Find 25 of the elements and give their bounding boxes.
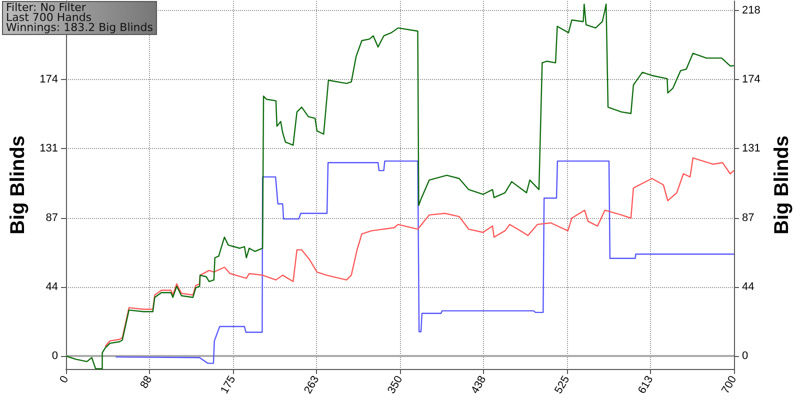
x-tick-label: 175 bbox=[218, 374, 238, 396]
y2-tick-label: 0 bbox=[742, 350, 748, 362]
x-tick-label: 88 bbox=[138, 374, 155, 391]
y-axis-title: Big Blinds bbox=[7, 136, 29, 234]
x-tick-label: 263 bbox=[302, 374, 322, 396]
y2-tick-label: 174 bbox=[742, 74, 760, 86]
x-tick-label: 438 bbox=[469, 374, 489, 396]
x-tick-label: 700 bbox=[720, 374, 740, 396]
y-tick-label: 44 bbox=[46, 280, 58, 293]
y-tick-label: 131 bbox=[40, 142, 58, 155]
y2-tick-label: 218 bbox=[742, 4, 760, 17]
y-tick-label: 174 bbox=[40, 74, 58, 86]
x-tick-label: 350 bbox=[386, 374, 406, 396]
annotation: Winnings: 183.2 Big Blinds bbox=[6, 21, 153, 34]
y-tick-label: 87 bbox=[46, 212, 58, 224]
y2-tick-label: 87 bbox=[742, 212, 754, 224]
annotation: Filter: No Filter bbox=[6, 1, 86, 14]
x-tick-label: 613 bbox=[636, 374, 656, 396]
y2-axis-title: Big Blinds bbox=[771, 136, 793, 234]
y2-tick-label: 44 bbox=[742, 280, 754, 293]
x-tick-label: 525 bbox=[552, 374, 572, 396]
y2-tick-label: 131 bbox=[742, 142, 760, 155]
x-tick-label: 0 bbox=[58, 374, 72, 386]
annotation: Last 700 Hands bbox=[6, 11, 92, 24]
y-tick-label: 0 bbox=[52, 350, 58, 362]
